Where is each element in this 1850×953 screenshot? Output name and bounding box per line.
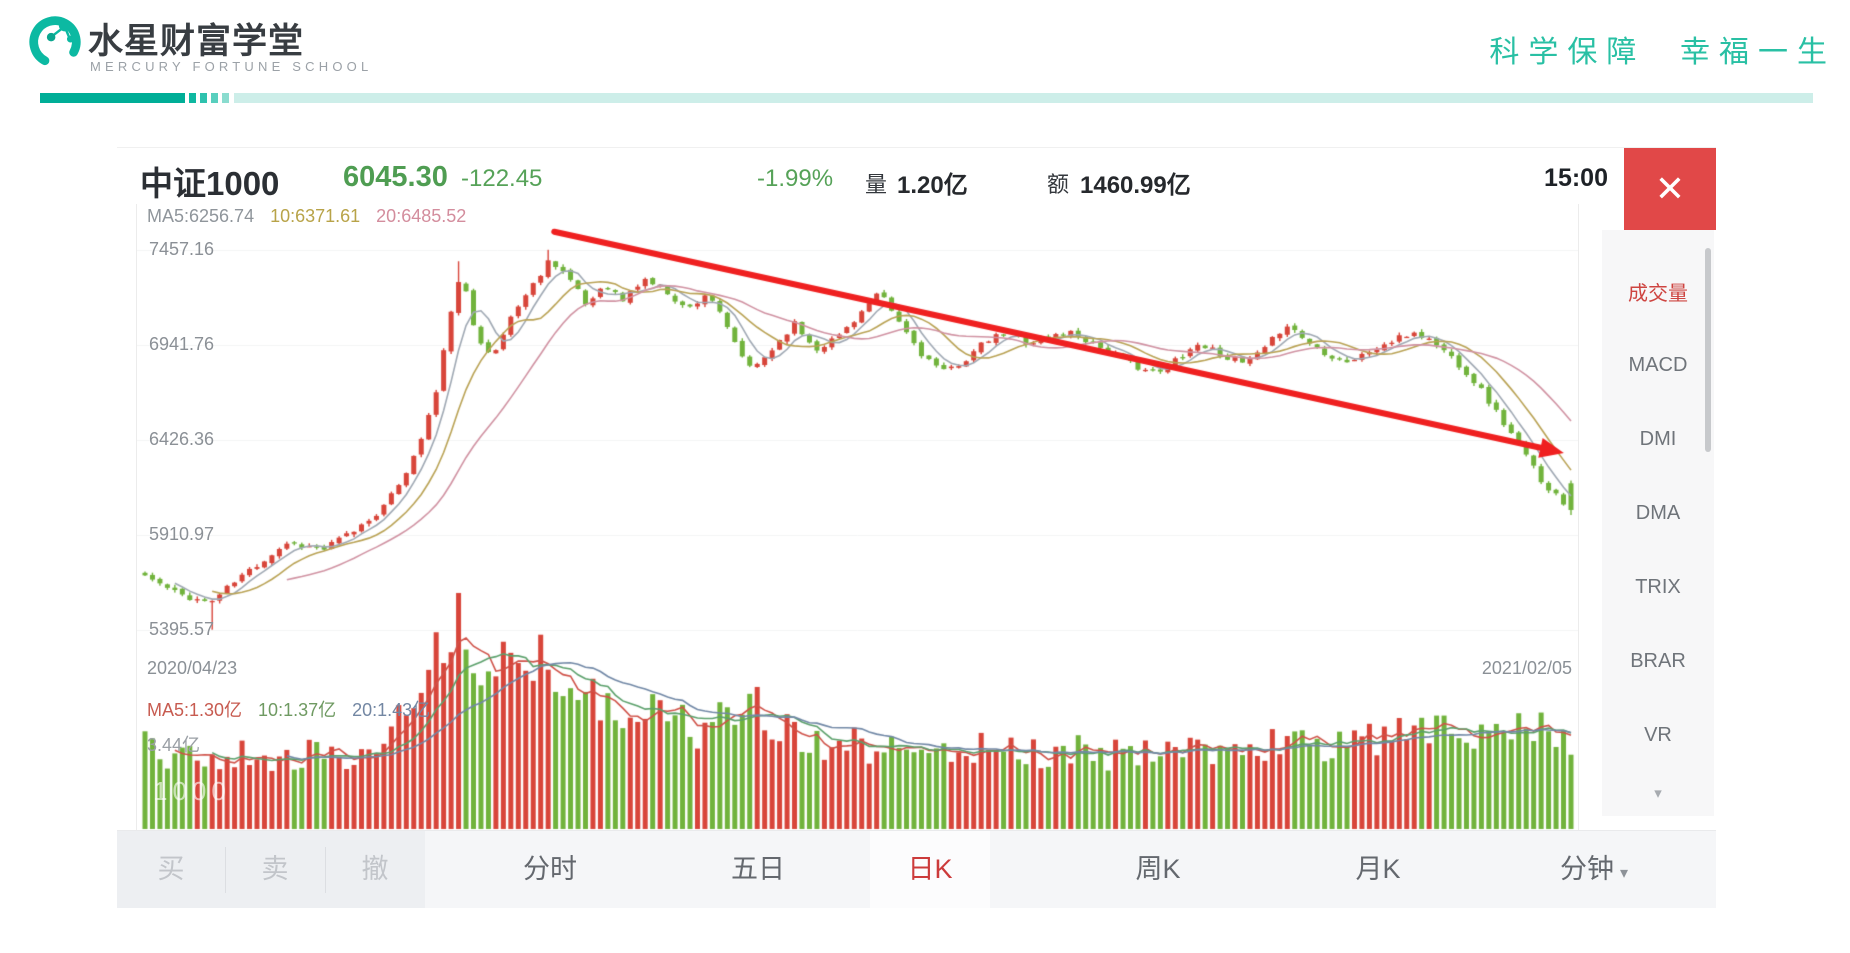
progress-bar-segment <box>189 93 196 103</box>
sidebar-item-trix[interactable]: TRIX <box>1635 575 1681 598</box>
close-button[interactable]: ✕ <box>1624 148 1716 230</box>
progress-bar-segment <box>211 93 218 103</box>
price-y-tick-0: 7457.16 <box>149 238 215 259</box>
kline-chart-canvas[interactable] <box>137 203 1578 830</box>
brand-subtitle: MERCURY FORTUNE SCHOOL <box>90 59 373 74</box>
price-ma-labels: MA5:6256.74 10:6371.61 20:6485.52 <box>147 206 482 227</box>
sidebar-item-vr[interactable]: VR <box>1644 723 1672 746</box>
sidebar-item-macd[interactable]: MACD <box>1628 353 1688 376</box>
price-y-tick-4: 5395.57 <box>149 618 215 639</box>
volume-value: 1.20亿 <box>897 172 968 199</box>
tab-minute[interactable]: 分钟 ▾ <box>1559 854 1629 884</box>
active-tab-highlight <box>870 831 990 908</box>
brand-logo-icon <box>29 16 81 68</box>
volume-ma-labels: MA5:1.30亿 10:1.37亿 20:1.43亿 <box>147 696 446 722</box>
progress-bar-light <box>234 93 1813 103</box>
price-ma-label-2: 20:6485.52 <box>376 206 467 226</box>
volume-label: 量 <box>865 172 888 197</box>
indicator-sidebar: 成交量 MACD DMI DMA TRIX BRAR VR ▾ <box>1602 230 1714 816</box>
quote-time: 15:00 <box>1544 164 1608 192</box>
stock-chart-widget: 中证1000 6045.30 -122.45 -1.99% 量 1.20亿 额 … <box>117 147 1716 909</box>
price-y-tick-2: 6426.36 <box>149 428 215 449</box>
tab-weekly-k[interactable]: 周K <box>1135 854 1181 884</box>
index-name: 中证1000 <box>140 165 280 202</box>
volume-ma-label-0: MA5:1.30亿 <box>147 700 243 720</box>
progress-bar-dark <box>40 93 185 103</box>
period-tabbar: 买 卖 撤 分时 五日 日K 周K 月K 分钟 ▾ <box>117 830 1716 908</box>
sidebar-item-dma[interactable]: DMA <box>1635 501 1681 524</box>
watermark-text: 1000 <box>153 776 231 806</box>
sidebar-item-brar[interactable]: BRAR <box>1630 649 1686 672</box>
price-y-tick-3: 5910.97 <box>149 523 215 544</box>
date-start: 2020/04/23 <box>147 658 238 678</box>
price-ma-label-1: 10:6371.61 <box>270 206 361 226</box>
price-change-percent: -1.99% <box>757 165 834 192</box>
close-icon: ✕ <box>1654 168 1686 209</box>
chevron-down-icon: ▾ <box>1619 865 1629 882</box>
tab-divider <box>325 847 326 893</box>
widget-top-border <box>117 147 1716 148</box>
price-change: -122.45 <box>461 165 543 192</box>
sidebar-scrollbar[interactable] <box>1705 248 1711 452</box>
brand-title: 水星财富学堂 <box>88 22 305 61</box>
tab-intraday[interactable]: 分时 <box>523 854 577 884</box>
volume-ma-label-2: 20:1.43亿 <box>352 700 431 720</box>
brand-slogan: 科学保障 幸福一生 <box>1489 36 1836 69</box>
progress-bar-segment <box>222 93 229 103</box>
tab-buy[interactable]: 买 <box>157 854 185 884</box>
decorative-progress-bar <box>40 93 1813 103</box>
site-header: 水星财富学堂 MERCURY FORTUNE SCHOOL 科学保障 幸福一生 <box>0 0 1850 92</box>
tab-cancel[interactable]: 撤 <box>361 854 389 884</box>
tab-sell[interactable]: 卖 <box>261 854 289 884</box>
trade-buttons-block <box>117 831 425 908</box>
chart-left-border <box>136 204 137 830</box>
tab-divider <box>225 847 226 893</box>
quote-header: 中证1000 6045.30 -122.45 -1.99% 量 1.20亿 额 … <box>117 148 1716 204</box>
tab-monthly-k[interactable]: 月K <box>1355 854 1401 884</box>
sidebar-item-dmi[interactable]: DMI <box>1639 427 1677 450</box>
last-price: 6045.30 <box>343 161 448 193</box>
price-ma-label-0: MA5:6256.74 <box>147 206 255 226</box>
turnover-value: 1460.99亿 <box>1080 172 1191 199</box>
tab-five-day[interactable]: 五日 <box>731 854 785 884</box>
progress-bar-segment <box>200 93 207 103</box>
indicator-list: 成交量 MACD DMI DMA TRIX BRAR VR <box>1602 254 1714 772</box>
sidebar-item-volume[interactable]: 成交量 <box>1628 282 1688 305</box>
indicator-more-button[interactable]: ▾ <box>1654 785 1662 802</box>
date-axis: 2020/04/23 2021/02/05 <box>147 658 1572 679</box>
chart-right-border <box>1578 204 1579 830</box>
price-y-tick-1: 6941.76 <box>149 333 215 354</box>
volume-ma-label-1: 10:1.37亿 <box>258 700 337 720</box>
volume-max-label: 3.44亿 <box>147 735 201 755</box>
turnover-label: 额 <box>1047 172 1070 197</box>
date-end: 2021/02/05 <box>1481 658 1572 678</box>
tab-daily-k[interactable]: 日K <box>907 854 953 884</box>
